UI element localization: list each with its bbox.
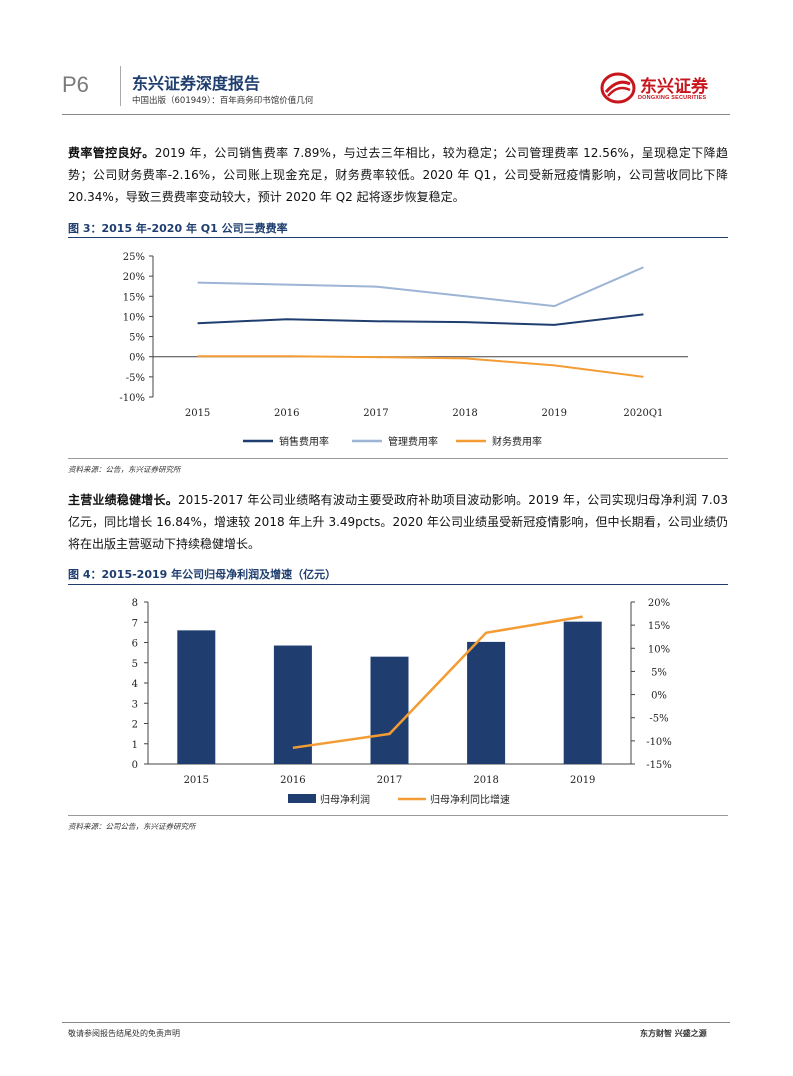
figure-3-bottom-rule (68, 458, 728, 459)
paragraph-lead: 费率管控良好。 (68, 146, 155, 160)
logo-text: 东兴证券 (640, 77, 708, 97)
x-tick-label: 2015 (185, 408, 210, 419)
legend-label: 销售费用率 (279, 435, 329, 448)
growth-line (292, 615, 583, 750)
x-tick-label: 2017 (377, 775, 402, 786)
paragraph-fee-control: 费率管控良好。2019 年，公司销售费率 7.89%，与过去三年相比，较为稳定；… (68, 142, 728, 208)
x-tick-label: 2020Q1 (623, 408, 663, 419)
bar (563, 621, 602, 764)
figure-4-top-rule (68, 584, 728, 585)
x-tick-label: 2018 (452, 408, 477, 419)
right-y-tick-label: 10% (648, 644, 670, 655)
y-tick-label: 5% (129, 333, 145, 344)
logo-english-text: DONGXING SECURITIES (638, 95, 707, 101)
paragraph-profit-growth: 主营业绩稳健增长。2015-2017 年公司业绩略有波动主要受政府补助项目波动影… (68, 489, 728, 555)
right-y-tick-label: -5% (649, 714, 668, 725)
figure-3-title: 图 3：2015 年-2020 年 Q1 公司三费费率 (68, 222, 288, 235)
bar (273, 645, 312, 764)
legend-label: 归母净利润 (320, 793, 370, 806)
figure-4-source: 资料来源：公司公告，东兴证券研究所 (68, 822, 196, 831)
paragraph-lead: 主营业绩稳健增长。 (68, 493, 178, 507)
figure-3-top-rule (68, 237, 728, 238)
left-y-tick-label: 7 (132, 618, 138, 629)
series-line (197, 355, 644, 378)
right-y-tick-label: -10% (646, 737, 672, 748)
report-subtitle: 中国出版（601949）：百年商务印书馆价值几何 (132, 96, 314, 106)
left-y-tick-label: 8 (132, 598, 138, 609)
x-tick-label: 2016 (274, 408, 299, 419)
paragraph-body: 2015-2017 年公司业绩略有波动主要受政府补助项目波动影响。2019 年，… (68, 493, 728, 551)
left-y-tick-label: 2 (132, 720, 138, 731)
bar (467, 641, 506, 764)
y-tick-label: -5% (126, 373, 145, 384)
x-tick-label: 2018 (473, 775, 498, 786)
series-line (197, 266, 644, 308)
bar (177, 630, 216, 764)
footer-rule (62, 1022, 730, 1023)
footer-disclaimer-note: 敬请参阅报告结尾处的免责声明 (68, 1029, 180, 1038)
header-separator (120, 66, 121, 106)
header-rule (62, 114, 730, 115)
dongxing-logo-icon (600, 72, 636, 104)
x-tick-label: 2015 (184, 775, 209, 786)
y-tick-label: 10% (123, 312, 145, 323)
x-tick-label: 2016 (280, 775, 305, 786)
x-tick-label: 2019 (542, 408, 567, 419)
x-tick-label: 2019 (570, 775, 595, 786)
expense-ratio-line-chart: 25% 20% 15% 10% 5% 0% -5% -10% 2015 2016 2017 2018 2… (119, 252, 688, 448)
series-line (197, 313, 644, 326)
right-y-tick-label: 15% (648, 621, 670, 632)
left-y-tick-label: 0 (132, 760, 138, 771)
figure-3-source: 资料来源：公告，东兴证券研究所 (68, 465, 181, 474)
figure-4-bottom-rule (68, 815, 728, 816)
report-title: 东兴证券深度报告 (132, 74, 261, 93)
legend-label: 管理费用率 (388, 435, 438, 448)
figure-4-title: 图 4：2015-2019 年公司归母净利润及增速（亿元） (68, 568, 337, 581)
left-y-tick-label: 3 (132, 699, 138, 710)
y-tick-label: 0% (129, 353, 145, 364)
right-y-tick-label: 0% (651, 691, 667, 702)
y-tick-label: 15% (123, 292, 145, 303)
page-number: P6 (62, 72, 89, 97)
left-y-tick-label: 6 (132, 639, 138, 650)
net-profit-combo-chart: 8 7 6 5 4 3 2 1 0 20% 15% 10% 5% 0% -5% -10% -15% 2015 201… (132, 598, 672, 806)
legend-swatch (288, 794, 316, 803)
left-y-tick-label: 4 (132, 679, 138, 690)
right-y-tick-label: 5% (651, 667, 667, 678)
footer-slogan: 东方财智 兴盛之源 (640, 1029, 707, 1038)
left-y-tick-label: 5 (132, 659, 138, 670)
right-y-tick-label: 20% (648, 598, 670, 609)
y-tick-label: 25% (123, 252, 145, 263)
right-y-tick-label: -15% (646, 760, 672, 771)
legend-label: 归母净利同比增速 (430, 793, 510, 806)
y-tick-label: -10% (119, 393, 145, 404)
legend-label: 财务费用率 (492, 435, 542, 448)
bar (370, 656, 409, 764)
y-tick-label: 20% (123, 272, 145, 283)
left-y-tick-label: 1 (132, 740, 138, 751)
paragraph-body: 2019 年，公司销售费率 7.89%，与过去三年相比，较为稳定；公司管理费率 … (68, 146, 728, 204)
x-tick-label: 2017 (363, 408, 388, 419)
